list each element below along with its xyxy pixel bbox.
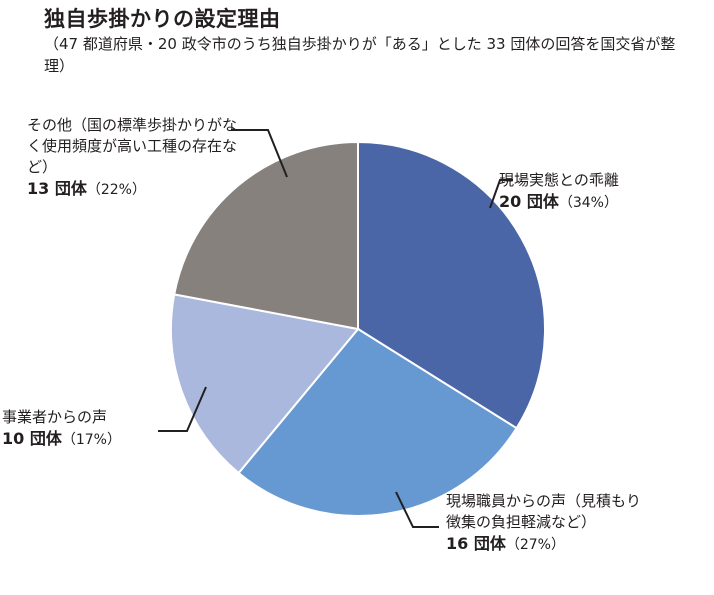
slice-category-2: 事業者からの声 (2, 408, 108, 426)
leader-line-0 (489, 179, 513, 209)
chart-title: 独自歩掛かりの設定理由 (44, 7, 281, 31)
slice-percent-2: （17%） (61, 432, 121, 448)
slice-percent-3: （22%） (86, 182, 146, 198)
slice-value-2: 10 団体 (2, 429, 62, 448)
pie-slice-1 (237, 327, 518, 517)
leader-line-3 (231, 129, 288, 178)
leader-line-2 (158, 386, 207, 432)
leader-line-1 (395, 491, 439, 528)
chart-subtitle: （47 都道府県・20 政令市のうち独自歩掛かりが「ある」とした 33 団体の回… (44, 35, 676, 75)
slice-category-0: 現場実態との乖離 (499, 171, 619, 189)
slice-label-2: 事業者からの声 10 団体（17%） (2, 407, 202, 451)
slice-label-1: 現場職員からの声（見積もり徴集の負担軽減など） 16 団体（27%） (446, 491, 651, 556)
pie-slice-0 (357, 140, 546, 430)
slice-percent-0: （34%） (558, 195, 618, 211)
slice-value-3: 13 団体 (27, 179, 87, 198)
pie-slice-2 (170, 293, 360, 475)
pie-slice-3 (173, 140, 359, 331)
slice-category-3: その他（国の標準歩掛かりがなく使用頻度が高い工種の存在など） (27, 116, 238, 176)
slice-percent-1: （27%） (505, 537, 565, 553)
slice-label-0: 現場実態との乖離 20 団体（34%） (499, 170, 709, 214)
slice-label-3: その他（国の標準歩掛かりがなく使用頻度が高い工種の存在など） 13 団体（22%… (27, 115, 237, 201)
slice-value-1: 16 団体 (446, 534, 506, 553)
slice-category-1: 現場職員からの声（見積もり徴集の負担軽減など） (446, 492, 642, 531)
slice-value-0: 20 団体 (499, 192, 559, 211)
